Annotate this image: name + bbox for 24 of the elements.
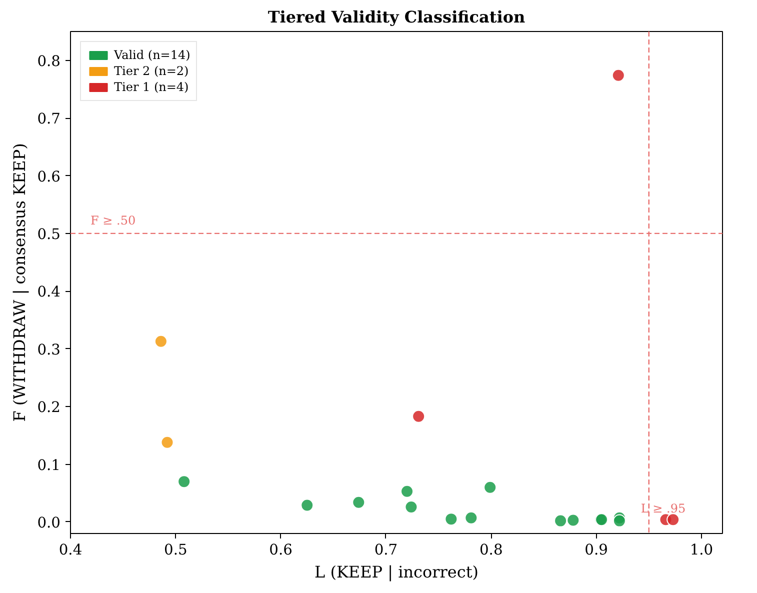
y-axis-title: F (WITHDRAW | consensus KEEP) bbox=[10, 143, 30, 422]
ref-line-label: L ≥ .95 bbox=[640, 502, 686, 516]
x-tick-label: 1.0 bbox=[690, 542, 714, 558]
legend-label: Tier 2 (n=2) bbox=[114, 64, 189, 78]
y-tick-label: 0.0 bbox=[37, 514, 61, 532]
y-tick-label: 0.8 bbox=[37, 52, 61, 70]
chart-title: Tiered Validity Classification bbox=[268, 8, 526, 26]
legend-label: Tier 1 (n=4) bbox=[114, 80, 189, 94]
x-tick-label: 0.5 bbox=[164, 542, 188, 558]
y-tick-label: 0.5 bbox=[37, 226, 61, 243]
y-tick-label: 0.4 bbox=[37, 284, 61, 301]
y-tick-label: 0.6 bbox=[37, 168, 61, 186]
y-tick-label: 0.7 bbox=[37, 110, 61, 128]
x-tick-label: 0.7 bbox=[374, 542, 398, 558]
legend-label: Valid (n=14) bbox=[114, 48, 190, 62]
x-tick-label: 0.9 bbox=[584, 542, 608, 558]
x-tick-label: 0.6 bbox=[269, 542, 292, 558]
x-tick-label: 0.4 bbox=[58, 542, 82, 558]
x-axis-title: L (KEEP | incorrect) bbox=[314, 562, 479, 582]
x-tick-label: 0.8 bbox=[479, 542, 503, 558]
ref-line-label: F ≥ .50 bbox=[90, 213, 136, 228]
y-tick-label: 0.2 bbox=[37, 399, 61, 416]
y-tick-label: 0.3 bbox=[37, 341, 61, 358]
y-tick-label: 0.1 bbox=[37, 456, 61, 474]
